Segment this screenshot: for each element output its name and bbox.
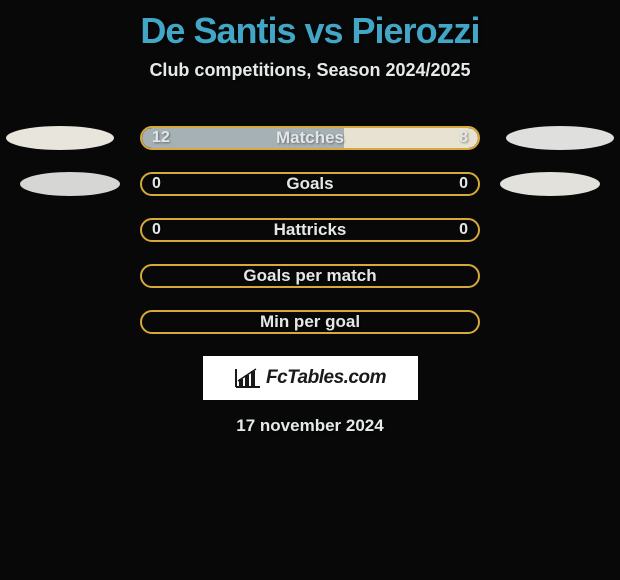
logo-content: FcTables.com <box>234 367 386 389</box>
stat-row: Goals per match <box>0 264 620 288</box>
stat-value-right: 0 <box>459 175 468 193</box>
bar-container: 12Matches8 <box>140 126 480 150</box>
stat-row: 12Matches8 <box>0 126 620 150</box>
page-title: De Santis vs Pierozzi <box>140 10 479 52</box>
stat-row: Min per goal <box>0 310 620 334</box>
stat-label: Goals <box>142 174 478 194</box>
decorative-ellipse <box>500 172 600 196</box>
page-subtitle: Club competitions, Season 2024/2025 <box>149 60 470 81</box>
decorative-ellipse <box>506 126 614 150</box>
bar-container: 0Goals0 <box>140 172 480 196</box>
date-label: 17 november 2024 <box>236 416 383 436</box>
chart-icon <box>234 367 262 389</box>
logo-text: FcTables.com <box>266 367 386 389</box>
stat-label: Matches <box>142 128 478 148</box>
stat-label: Hattricks <box>142 220 478 240</box>
logo-box: FcTables.com <box>203 356 418 400</box>
decorative-ellipse <box>20 172 120 196</box>
stat-row: 0Goals0 <box>0 172 620 196</box>
stat-value-right: 0 <box>459 221 468 239</box>
stat-label: Goals per match <box>142 266 478 286</box>
decorative-ellipse <box>6 126 114 150</box>
bar-container: 0Hattricks0 <box>140 218 480 242</box>
stat-row: 0Hattricks0 <box>0 218 620 242</box>
bar-container: Goals per match <box>140 264 480 288</box>
bar-container: Min per goal <box>140 310 480 334</box>
stat-label: Min per goal <box>142 312 478 332</box>
stats-area: 12Matches80Goals00Hattricks0Goals per ma… <box>0 126 620 334</box>
stat-value-right: 8 <box>459 129 468 147</box>
